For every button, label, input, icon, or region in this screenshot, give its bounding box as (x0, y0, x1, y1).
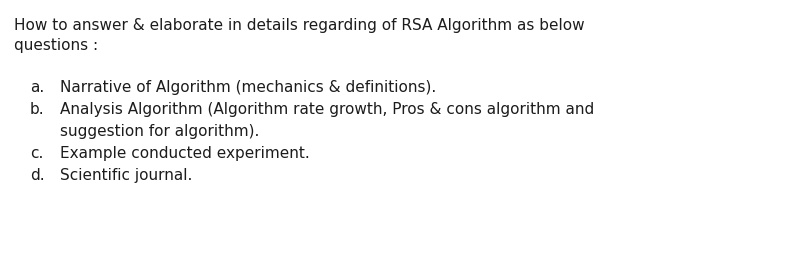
Text: Scientific journal.: Scientific journal. (60, 168, 193, 183)
Text: b.: b. (30, 102, 45, 117)
Text: Example conducted experiment.: Example conducted experiment. (60, 146, 310, 161)
Text: a.: a. (30, 80, 44, 95)
Text: suggestion for algorithm).: suggestion for algorithm). (60, 124, 259, 139)
Text: Analysis Algorithm (Algorithm rate growth, Pros & cons algorithm and: Analysis Algorithm (Algorithm rate growt… (60, 102, 594, 117)
Text: Narrative of Algorithm (mechanics & definitions).: Narrative of Algorithm (mechanics & defi… (60, 80, 436, 95)
Text: How to answer & elaborate in details regarding of RSA Algorithm as below: How to answer & elaborate in details reg… (14, 18, 585, 33)
Text: c.: c. (30, 146, 43, 161)
Text: questions :: questions : (14, 38, 98, 53)
Text: d.: d. (30, 168, 45, 183)
